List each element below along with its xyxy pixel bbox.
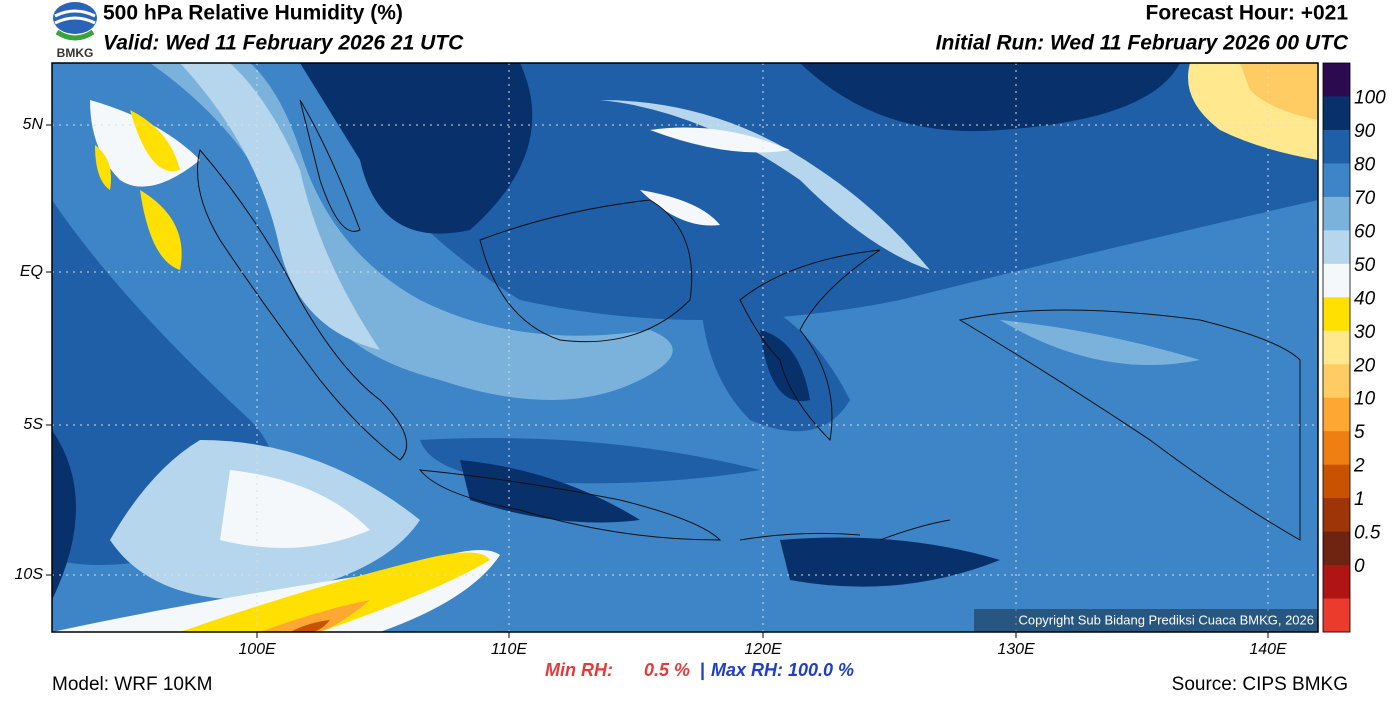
lat-label: 5S <box>23 416 43 433</box>
colorbar-label: 5 <box>1354 422 1365 443</box>
colorbar-swatch <box>1323 263 1350 298</box>
colorbar-swatch <box>1323 397 1350 432</box>
separator: | <box>700 660 705 680</box>
colorbar-label: 50 <box>1354 255 1376 276</box>
lat-label: EQ <box>20 263 43 280</box>
colorbar-label: 10 <box>1354 389 1376 410</box>
colorbar-swatch <box>1323 96 1350 131</box>
colorbar-swatch <box>1323 565 1350 600</box>
colorbar-swatch <box>1323 196 1350 231</box>
colorbar-frame <box>1322 62 1351 633</box>
colorbar-swatch <box>1323 464 1350 499</box>
colorbar-label: 90 <box>1354 121 1376 142</box>
graticule: 5N EQ 5S 10S 100E 110E 120E 130E 140E <box>15 63 1318 658</box>
lon-label: 110E <box>491 641 528 658</box>
min-rh-label: Min RH: <box>545 660 613 680</box>
colorbar-label: 0.5 <box>1354 523 1381 544</box>
max-rh: Max RH: 100.0 % <box>711 660 854 680</box>
coastlines <box>197 99 1301 541</box>
initial-run: Initial Run: Wed 11 February 2026 00 UTC <box>936 32 1349 55</box>
copyright-bg <box>974 609 1318 632</box>
colorbar-swatch <box>1323 297 1350 332</box>
lon-label: 130E <box>997 641 1035 658</box>
colorbar-label: 80 <box>1354 154 1376 175</box>
colorbar-swatch <box>1323 431 1350 466</box>
humidity-field <box>52 63 1318 632</box>
lon-label: 140E <box>1249 641 1287 658</box>
colorbar-swatch <box>1323 598 1350 633</box>
valid-time: Valid: Wed 11 February 2026 21 UTC <box>103 32 464 55</box>
colorbar-label: 70 <box>1354 188 1376 209</box>
lat-label: 10S <box>15 566 44 583</box>
title: 500 hPa Relative Humidity (%) <box>103 2 403 25</box>
source: Source: CIPS BMKG <box>1172 674 1348 695</box>
colorbar-swatch <box>1323 163 1350 198</box>
colorbar-swatch <box>1323 129 1350 164</box>
colorbar-label: 0 <box>1354 556 1365 577</box>
copyright: Copyright Sub Bidang Prediksi Cuaca BMKG… <box>1018 612 1314 627</box>
colorbar-swatch <box>1323 330 1350 365</box>
colorbar-label: 60 <box>1354 221 1376 242</box>
min-rh: 0.5 % <box>644 660 690 680</box>
logo: BMKG <box>53 2 97 60</box>
map-frame <box>51 62 1319 633</box>
lon-label: 100E <box>238 641 276 658</box>
logo-text: BMKG <box>57 46 94 60</box>
colorbar-swatch <box>1323 63 1350 97</box>
model: Model: WRF 10KM <box>52 674 212 695</box>
colorbar-label: 100 <box>1354 87 1386 108</box>
colorbar: 100 90 80 70 60 50 40 30 20 10 5 2 1 0.5 0 <box>1322 62 1386 633</box>
colorbar-label: 2 <box>1353 456 1365 477</box>
lon-label: 120E <box>744 641 782 658</box>
forecast-hour: Forecast Hour: +021 <box>1146 2 1349 25</box>
lat-label: 5N <box>23 116 44 133</box>
colorbar-label: 1 <box>1354 489 1365 510</box>
colorbar-label: 40 <box>1354 288 1376 309</box>
colorbar-swatch <box>1323 364 1350 399</box>
colorbar-swatch <box>1323 230 1350 265</box>
colorbar-label: 20 <box>1353 355 1376 376</box>
colorbar-swatch <box>1323 498 1350 533</box>
colorbar-swatch <box>1323 531 1350 566</box>
colorbar-label: 30 <box>1354 322 1376 343</box>
